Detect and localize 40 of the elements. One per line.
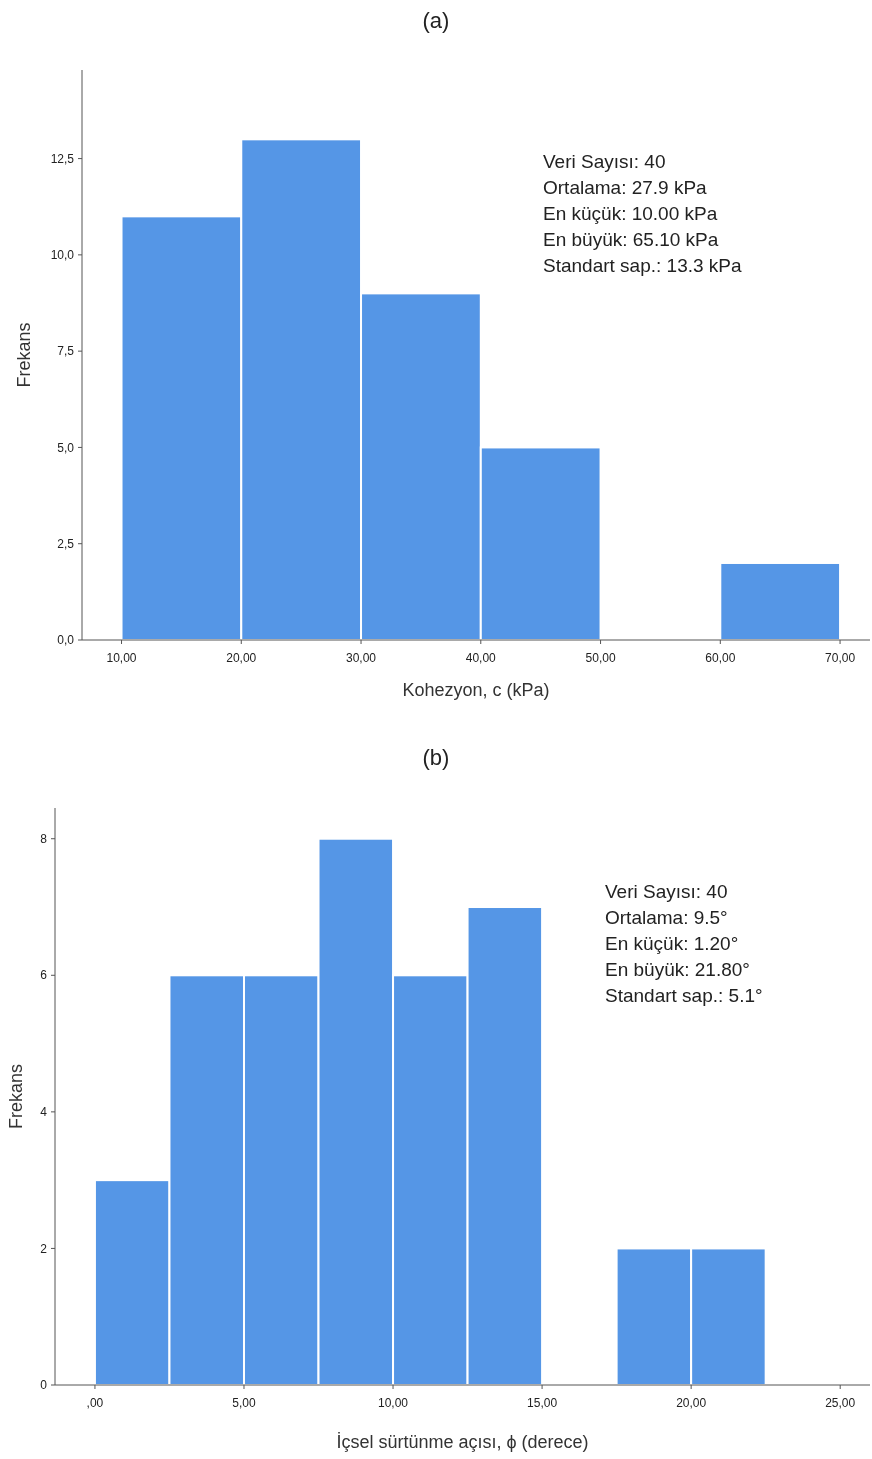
y-tick-label: 2,5 [57, 536, 75, 551]
y-tick-label: 0,0 [57, 633, 75, 648]
y-tick-label: 7,5 [57, 344, 75, 359]
y-tick-label: 5,0 [57, 440, 75, 455]
y-axis-title: Frekans [14, 322, 34, 388]
x-tick-label: ,00 [86, 1396, 104, 1410]
x-tick-label: 20,00 [226, 651, 257, 665]
y-tick-label: 12,5 [50, 151, 75, 166]
x-tick-label: 25,00 [825, 1396, 856, 1410]
annotation: Ortalama: 9.5° [605, 907, 728, 928]
annotation: En küçük: 1.20° [605, 933, 739, 954]
x-tick-label: 70,00 [825, 651, 856, 665]
annotation: Veri Sayısı: 40 [605, 881, 728, 902]
chart-title: (b) [422, 745, 450, 770]
y-axis-title: Frekans [6, 1063, 26, 1130]
x-tick-label: 20,00 [676, 1396, 707, 1410]
annotation: Veri Sayısı: 40 [543, 151, 666, 172]
y-tick-label: 4 [40, 1105, 48, 1120]
annotation: En küçük: 10.00 kPa [543, 203, 718, 224]
annotation: En büyük: 65.10 kPa [543, 229, 719, 250]
x-tick-label: 40,00 [465, 651, 497, 665]
x-tick-label: 50,00 [585, 651, 616, 665]
x-tick-label: 10,00 [378, 1396, 409, 1410]
x-tick-label: 15,00 [527, 1396, 558, 1410]
x-tick-label: 10,00 [106, 651, 137, 665]
annotation: Standart sap.: 5.1° [605, 985, 763, 1006]
x-axis-title: Kohezyon, c (kPa) [402, 680, 550, 700]
x-tick-label: 60,00 [705, 651, 736, 665]
x-tick-label: 5,00 [232, 1396, 256, 1410]
y-tick-label: 2 [40, 1241, 48, 1256]
annotation: Ortalama: 27.9 kPa [543, 177, 708, 198]
y-tick-label: 10,0 [50, 248, 75, 263]
chart-title: (a) [422, 8, 450, 33]
y-tick-label: 0 [40, 1378, 48, 1393]
y-tick-label: 8 [40, 831, 48, 846]
annotation: Standart sap.: 13.3 kPa [543, 255, 743, 276]
annotation: En büyük: 21.80° [605, 959, 750, 980]
x-tick-label: 30,00 [346, 651, 377, 665]
y-tick-label: 6 [40, 968, 48, 983]
x-axis-title: İçsel sürtünme açısı, ϕ (derece) [336, 1432, 589, 1452]
